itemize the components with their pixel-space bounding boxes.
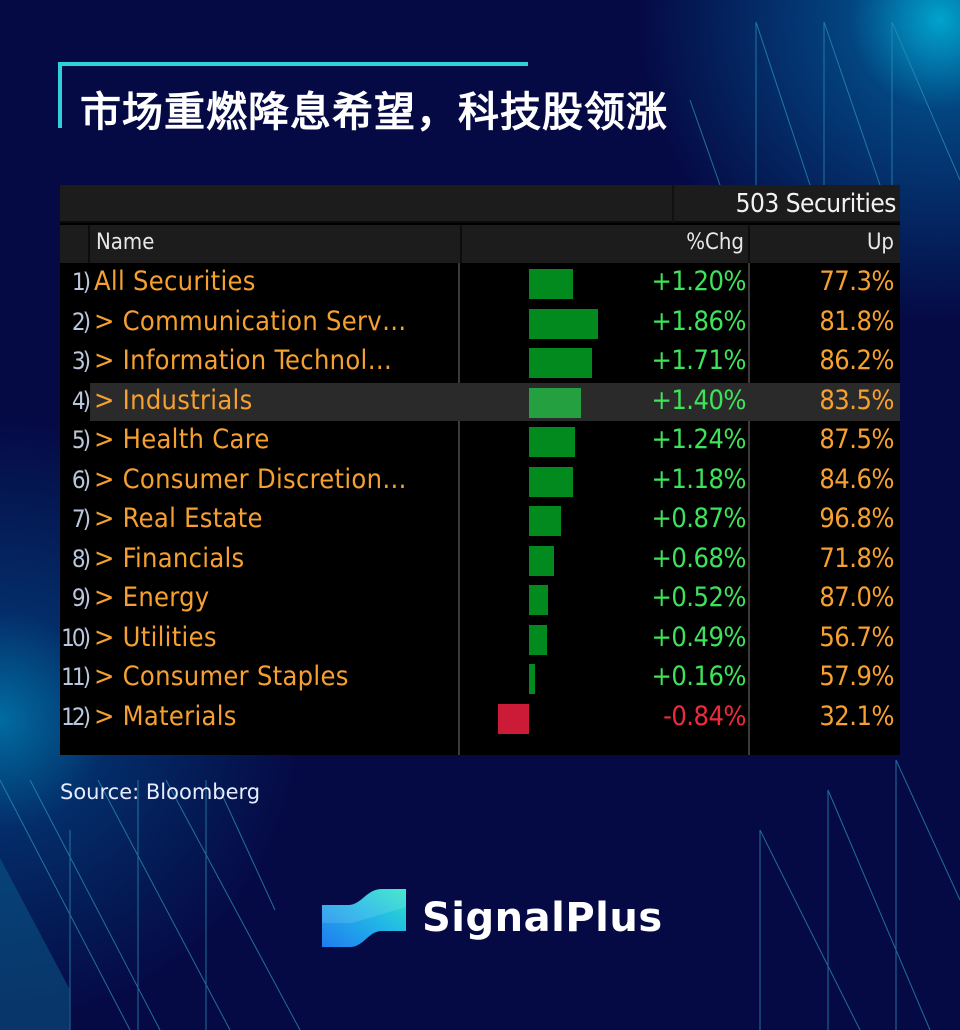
row-name[interactable]: > Industrials: [94, 384, 253, 416]
column-header-chg[interactable]: %Chg: [460, 225, 748, 263]
row-pct-up: 77.3%: [819, 266, 894, 297]
securities-count: 503 Securities: [735, 189, 897, 219]
row-name[interactable]: > Real Estate: [94, 503, 263, 534]
page-title: 市场重燃降息希望，科技股领涨: [80, 88, 668, 136]
row-pct-up: 87.5%: [819, 424, 894, 455]
row-pct-up: 83.5%: [819, 384, 894, 416]
row-pct-change: +1.71%: [651, 345, 746, 376]
row-pct-change: -0.84%: [663, 700, 746, 732]
header-divider: [672, 185, 674, 223]
row-name[interactable]: > Consumer Discretion…: [94, 463, 407, 495]
table-body: 1) All Securities +1.20% 77.3% 2) > Communica…: [60, 263, 900, 737]
change-bar: [529, 348, 593, 378]
row-name[interactable]: > Communication Serv…: [94, 305, 407, 337]
row-name[interactable]: > Materials: [94, 700, 237, 732]
brand-name: SignalPlus: [422, 895, 663, 941]
row-index: 4): [71, 386, 91, 415]
row-pct-up: 56.7%: [819, 621, 894, 653]
change-bar: [529, 269, 574, 299]
change-bar: [529, 585, 549, 615]
column-divider: [458, 263, 460, 755]
table-row[interactable]: 3) > Information Technol… +1.71% 86.2%: [60, 342, 900, 382]
row-pct-change: +1.86%: [651, 305, 746, 337]
table-row[interactable]: 7) > Real Estate +0.87% 96.8%: [60, 500, 900, 540]
source-note: Source: Bloomberg: [60, 780, 261, 804]
row-name[interactable]: All Securities: [94, 266, 256, 297]
row-index: 8): [71, 544, 91, 573]
row-pct-change: +1.18%: [651, 463, 746, 495]
table-row[interactable]: 11) > Consumer Staples +0.16% 57.9%: [60, 658, 900, 698]
table-row[interactable]: 8) > Financials +0.68% 71.8%: [60, 540, 900, 580]
change-bar: [529, 624, 548, 655]
title-accent-side: [58, 62, 62, 128]
change-bar: [529, 545, 555, 576]
column-divider: [748, 263, 750, 755]
row-index: 5): [71, 426, 91, 454]
table-row[interactable]: 4) > Industrials +1.40% 83.5%: [60, 382, 900, 422]
row-pct-change: +1.20%: [651, 266, 746, 297]
row-index: 11): [61, 663, 91, 691]
column-header-row: Name %Chg Up: [60, 225, 900, 263]
row-index: 6): [71, 465, 91, 494]
title-accent-bar: [58, 62, 528, 66]
change-bar: [529, 387, 581, 418]
bloomberg-sector-table: 503 Securities Name %Chg Up 1) All Securi…: [60, 185, 900, 755]
row-pct-up: 32.1%: [819, 700, 894, 732]
row-pct-up: 57.9%: [819, 661, 894, 692]
row-name[interactable]: > Health Care: [94, 424, 270, 455]
table-row[interactable]: 1) All Securities +1.20% 77.3%: [60, 263, 900, 303]
row-index: 3): [71, 347, 91, 375]
row-index: 7): [71, 505, 91, 533]
row-pct-up: 86.2%: [819, 345, 894, 376]
change-bar: [529, 664, 535, 694]
change-bar: [529, 506, 562, 536]
row-highlight: [90, 382, 900, 421]
row-name[interactable]: > Utilities: [94, 621, 217, 653]
row-pct-change: +0.68%: [651, 542, 746, 574]
table-top-header: 503 Securities: [60, 185, 900, 223]
row-pct-up: 71.8%: [819, 542, 894, 574]
row-pct-change: +1.40%: [651, 384, 746, 416]
row-name[interactable]: > Consumer Staples: [94, 661, 349, 692]
table-row[interactable]: 12) > Materials -0.84% 32.1%: [60, 698, 900, 738]
table-row[interactable]: 9) > Energy +0.52% 87.0%: [60, 579, 900, 619]
change-bar: [529, 427, 575, 457]
signalplus-logo-icon: [322, 889, 406, 947]
row-pct-change: +0.52%: [651, 582, 746, 613]
row-pct-change: +0.49%: [651, 621, 746, 653]
table-row[interactable]: 2) > Communication Serv… +1.86% 81.8%: [60, 303, 900, 343]
row-pct-up: 81.8%: [819, 305, 894, 337]
row-pct-change: +0.87%: [651, 503, 746, 534]
row-pct-up: 96.8%: [819, 503, 894, 534]
row-index: 2): [71, 307, 91, 336]
table-row[interactable]: 6) > Consumer Discretion… +1.18% 84.6%: [60, 461, 900, 501]
table-row[interactable]: 5) > Health Care +1.24% 87.5%: [60, 421, 900, 461]
column-header-up[interactable]: Up: [748, 225, 900, 263]
row-pct-up: 84.6%: [819, 463, 894, 495]
row-name[interactable]: > Energy: [94, 582, 210, 613]
table-row[interactable]: 10) > Utilities +0.49% 56.7%: [60, 619, 900, 659]
brand: SignalPlus: [322, 887, 663, 949]
row-index: 1): [71, 268, 91, 296]
row-index: 9): [71, 584, 91, 612]
row-pct-change: +1.24%: [651, 424, 746, 455]
row-name[interactable]: > Financials: [94, 542, 245, 574]
change-bar: [497, 703, 529, 734]
row-index: 10): [61, 623, 91, 652]
row-name[interactable]: > Information Technol…: [94, 345, 393, 376]
change-bar: [529, 466, 573, 497]
row-pct-up: 87.0%: [819, 582, 894, 613]
change-bar: [529, 308, 598, 339]
row-index: 12): [61, 702, 91, 731]
row-pct-change: +0.16%: [651, 661, 746, 692]
column-header-name[interactable]: Name: [88, 225, 458, 263]
